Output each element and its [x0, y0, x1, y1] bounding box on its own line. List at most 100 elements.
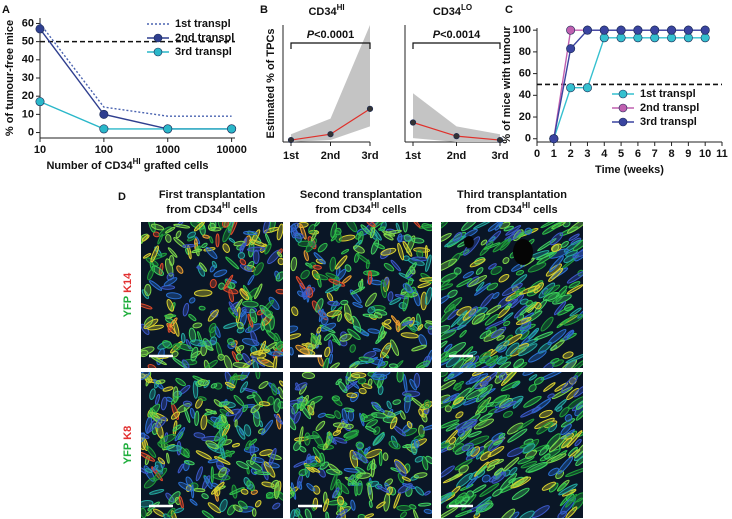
cell	[507, 229, 521, 242]
cell	[418, 408, 424, 417]
cell	[374, 405, 386, 413]
cell	[367, 270, 372, 285]
cell	[308, 400, 315, 416]
cell	[471, 372, 487, 377]
cell	[172, 424, 182, 432]
cell	[167, 247, 178, 258]
cell	[201, 493, 209, 500]
cell	[343, 303, 352, 321]
cell	[534, 417, 555, 430]
cell	[370, 458, 376, 478]
cell	[239, 258, 247, 266]
cell	[350, 372, 367, 379]
cell	[447, 358, 465, 368]
cell	[390, 315, 400, 327]
legend-marker	[618, 89, 628, 99]
cell	[566, 430, 583, 448]
cell	[421, 223, 432, 232]
cell	[275, 288, 283, 295]
cell	[475, 384, 493, 403]
cell	[498, 372, 507, 381]
cell	[542, 222, 562, 235]
panel-letter: D	[118, 191, 126, 203]
cell	[479, 241, 494, 256]
cell	[331, 395, 340, 402]
cell	[240, 308, 247, 318]
cell	[326, 310, 342, 317]
cell	[217, 353, 225, 361]
cell	[557, 305, 575, 316]
cell	[165, 226, 176, 234]
cell	[197, 379, 209, 387]
cell	[239, 288, 249, 301]
cell	[158, 433, 176, 445]
column-header-part: from CD34	[166, 204, 223, 216]
cell	[389, 416, 398, 430]
cell	[500, 372, 519, 386]
cell	[374, 242, 385, 250]
chart-title: CD34LO	[433, 3, 472, 18]
x-tick-label: 6	[635, 148, 641, 160]
cell	[378, 226, 386, 231]
cell	[253, 409, 261, 427]
cell	[173, 223, 191, 229]
cell	[228, 237, 236, 243]
cell	[397, 233, 403, 243]
cell	[413, 472, 428, 479]
cell	[141, 507, 147, 518]
cell	[441, 222, 449, 230]
cell	[517, 455, 535, 465]
cell	[330, 222, 338, 238]
legend-label: 1st transpl	[175, 18, 231, 30]
cell	[468, 430, 482, 438]
cell	[355, 466, 367, 475]
cell	[211, 481, 225, 495]
panel-letter: A	[2, 4, 10, 16]
cell	[250, 407, 260, 419]
cell	[293, 232, 304, 239]
cell	[166, 445, 183, 452]
cell	[515, 287, 526, 294]
cell	[178, 496, 184, 509]
cell	[350, 286, 366, 295]
micrograph	[441, 222, 583, 368]
cell	[370, 231, 378, 240]
cell	[290, 491, 296, 500]
cell	[560, 423, 572, 436]
cell	[160, 396, 168, 411]
cell	[258, 381, 269, 390]
cell	[265, 233, 271, 246]
cell	[539, 409, 553, 419]
cell	[146, 510, 153, 517]
cell	[352, 245, 365, 254]
y-tick-label: 40	[519, 89, 531, 101]
cell	[260, 299, 275, 314]
cell	[163, 277, 178, 287]
cell	[528, 327, 540, 340]
cell	[182, 244, 195, 248]
cell	[444, 405, 452, 413]
cell	[550, 339, 565, 351]
cell	[358, 387, 367, 395]
cell	[300, 269, 310, 280]
y-tick-label: 10	[22, 108, 34, 120]
cell	[213, 269, 228, 278]
cell	[361, 383, 373, 389]
cell	[383, 229, 402, 236]
cell	[425, 320, 432, 325]
x-tick-label: 1000	[155, 144, 179, 156]
cell	[371, 373, 388, 381]
cell	[320, 322, 337, 332]
cell	[418, 223, 432, 229]
cell	[401, 422, 413, 434]
cell	[519, 285, 541, 295]
cell	[462, 271, 474, 279]
cell	[419, 277, 432, 282]
cell	[566, 284, 583, 295]
cell	[495, 340, 510, 352]
cell	[254, 283, 263, 300]
cell	[229, 373, 238, 391]
cell	[355, 360, 368, 365]
cell	[346, 392, 358, 399]
cell	[402, 294, 409, 312]
